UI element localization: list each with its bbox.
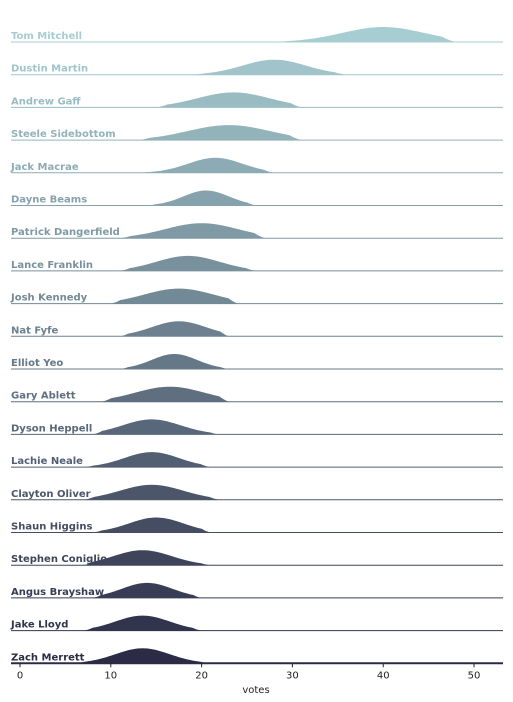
ridge-area <box>101 386 229 402</box>
ridge-area <box>138 157 275 173</box>
ridge-row-dyson-heppell: Dyson Heppell <box>11 419 503 435</box>
ridge-label: Dyson Heppell <box>11 423 92 434</box>
x-tick-label: 10 <box>104 670 117 681</box>
ridge-area <box>83 452 211 468</box>
ridge-area <box>119 321 229 337</box>
ridge-row-dayne-beams: Dayne Beams <box>11 190 503 206</box>
ridge-label: Zach Merrett <box>11 652 85 663</box>
ridge-row-shaun-higgins: Shaun Higgins <box>11 517 503 533</box>
ridge-row-patrick-dangerfield: Patrick Dangerfield <box>11 223 503 239</box>
ridge-row-nat-fyfe: Nat Fyfe <box>11 321 503 337</box>
x-tick-label: 50 <box>468 670 481 681</box>
ridge-row-clayton-oliver: Clayton Oliver <box>11 484 503 501</box>
ridge-row-zach-merrett: Zach Merrett <box>11 648 503 665</box>
x-tick-label: 30 <box>286 670 299 681</box>
ridge-area <box>274 27 456 42</box>
ridge-row-angus-brayshaw: Angus Brayshaw <box>11 582 503 599</box>
ridge-row-lachie-neale: Lachie Neale <box>11 452 503 468</box>
ridge-area <box>119 354 229 369</box>
ridge-label: Andrew Gaff <box>11 96 81 107</box>
ridge-label: Elliot Yeo <box>11 358 63 369</box>
ridge-area <box>119 223 266 239</box>
ridge-area <box>74 648 211 664</box>
x-tick-label: 0 <box>17 670 23 681</box>
ridge-row-andrew-gaff: Andrew Gaff <box>11 92 503 108</box>
ridge-label: Shaun Higgins <box>11 522 92 533</box>
x-tick-label: 20 <box>195 670 208 681</box>
x-axis: 0 10 20 30 40 50 <box>17 663 481 681</box>
ridge-area <box>83 484 220 500</box>
x-tick-label: 40 <box>377 670 390 681</box>
ridge-label: Dayne Beams <box>11 195 87 206</box>
ridge-label: Lachie Neale <box>11 456 83 467</box>
ridge-label: Steele Sidebottom <box>11 129 116 140</box>
ridge-area <box>92 517 211 533</box>
ridge-label: Stephen Coniglio <box>11 554 107 565</box>
ridges-group: Tom Mitchell Dustin Martin Andrew Gaff Stee… <box>10 27 503 665</box>
ridge-area <box>92 419 220 435</box>
ridge-label: Jake Lloyd <box>10 620 68 631</box>
ridge-label: Gary Ablett <box>11 391 76 402</box>
ridge-label: Clayton Oliver <box>11 489 91 500</box>
ridge-row-gary-ablett: Gary Ablett <box>11 386 503 403</box>
ridge-row-lance-franklin: Lance Franklin <box>11 255 503 272</box>
ridge-row-josh-kennedy: Josh Kennedy <box>10 288 503 305</box>
ridge-row-dustin-martin: Dustin Martin <box>11 59 503 76</box>
ridge-row-stephen-coniglio: Stephen Coniglio <box>11 550 503 566</box>
ridge-area <box>110 288 238 304</box>
ridge-area <box>147 190 257 206</box>
ridge-area <box>119 255 257 271</box>
ridge-label: Josh Kennedy <box>10 293 88 304</box>
ridge-label: Patrick Dangerfield <box>11 227 120 238</box>
ridge-label: Lance Franklin <box>11 260 93 271</box>
ridge-row-steele-sidebottom: Steele Sidebottom <box>11 125 503 141</box>
ridge-label: Nat Fyfe <box>11 325 59 336</box>
ridge-area <box>83 615 202 631</box>
ridge-label: Angus Brayshaw <box>11 587 104 598</box>
ridge-area <box>83 550 211 566</box>
x-axis-label: votes <box>242 685 269 696</box>
ridge-row-jake-lloyd: Jake Lloyd <box>10 615 503 632</box>
ridge-row-tom-mitchell: Tom Mitchell <box>11 27 503 43</box>
ridge-row-elliot-yeo: Elliot Yeo <box>11 354 503 370</box>
ridge-area <box>192 59 347 75</box>
ridge-row-jack-macrae: Jack Macrae <box>10 157 503 174</box>
ridge-area <box>138 125 302 141</box>
ridge-label: Dustin Martin <box>11 64 88 75</box>
ridge-label: Jack Macrae <box>10 162 79 173</box>
ridge-area <box>92 582 202 598</box>
ridge-label: Tom Mitchell <box>11 31 82 42</box>
ridge-area <box>156 92 302 108</box>
